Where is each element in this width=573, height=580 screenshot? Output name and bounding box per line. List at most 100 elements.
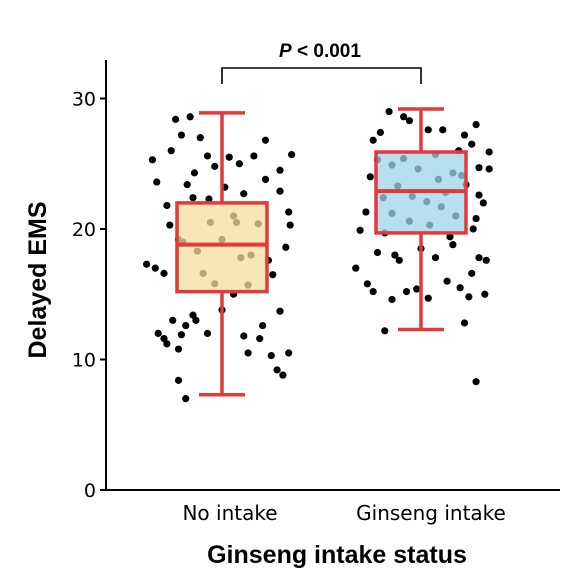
data-point [456,284,464,292]
data-point [240,332,248,340]
y-axis-ticks: 0 10 20 30 [72,89,106,502]
data-point [235,160,243,168]
box-plots [175,107,468,397]
data-point [468,140,476,148]
y-axis-title: Delayed EMS [24,201,52,358]
data-point [446,233,454,241]
data-point [205,195,213,203]
data-point [369,136,377,144]
data-point [366,173,374,181]
data-point [183,181,191,189]
data-point [472,214,480,223]
data-point [151,264,159,272]
data-point [373,248,382,257]
data-point [385,107,393,116]
data-point [196,134,204,142]
data-point [182,395,190,403]
data-point [211,162,219,170]
data-point [169,316,177,324]
data-point [363,280,371,288]
data-point [160,269,168,277]
data-point [472,378,480,386]
data-point [381,327,389,335]
data-point [443,277,451,285]
data-point [192,316,200,324]
data-point [352,264,360,272]
data-point [276,187,284,195]
box-ginseng-intake [374,107,468,332]
data-point [424,126,432,134]
data-point [369,288,377,296]
data-point [376,128,384,137]
data-point [190,169,199,177]
data-point [259,321,267,330]
y-tick-label: 10 [72,350,96,372]
data-point [285,208,293,216]
data-point [285,349,293,357]
data-point [468,269,476,277]
data-point [402,288,411,296]
x-axis-title: Ginseng intake status [207,541,467,569]
data-point [288,151,296,159]
data-point [269,271,277,279]
data-point [148,156,156,164]
p-value-text: < 0.001 [292,41,362,62]
data-point [449,241,457,249]
data-point [413,285,421,293]
data-point [276,307,284,315]
data-point [395,256,403,264]
data-point [167,147,175,155]
data-point [356,226,364,234]
data-point [460,319,469,327]
iqr-box [175,201,269,294]
data-point [244,349,252,357]
data-point [286,221,294,229]
data-point [153,178,161,186]
data-point [163,201,171,210]
y-tick-label: 30 [72,89,96,111]
data-point [250,152,258,160]
data-point [431,254,440,262]
data-point [177,331,185,339]
data-point [388,295,396,304]
data-point [481,290,489,298]
data-point [475,164,483,172]
data-point [174,376,183,384]
data-point [465,293,473,301]
p-symbol: P [279,41,292,62]
x-tick-label-ginseng-intake: Ginseng intake [356,501,506,525]
data-point [485,165,493,173]
data-point [261,136,270,144]
data-point [203,329,212,337]
significance-bracket [221,67,422,84]
data-point [282,243,290,251]
data-point [439,126,447,134]
data-point [154,329,162,337]
data-point [479,199,487,207]
data-point [186,113,194,121]
data-point [189,194,197,202]
data-point [166,221,174,229]
data-point [174,345,183,353]
data-point [143,260,151,268]
data-point [172,115,180,123]
x-tick-label-no-intake: No intake [182,501,277,525]
data-point [276,166,284,174]
data-point [273,366,281,374]
data-point [424,294,432,302]
data-point [256,335,264,343]
y-tick-label: 0 [84,480,96,502]
data-point [475,191,483,199]
y-tick-label: 20 [72,219,96,241]
data-point [472,121,480,129]
data-point [240,190,248,198]
data-point [225,153,233,161]
box-no-intake [175,111,269,397]
data-point [400,113,408,121]
data-point [469,225,477,233]
data-point [405,117,413,125]
data-point [362,208,370,216]
data-point [163,340,171,348]
data-point [391,251,399,259]
